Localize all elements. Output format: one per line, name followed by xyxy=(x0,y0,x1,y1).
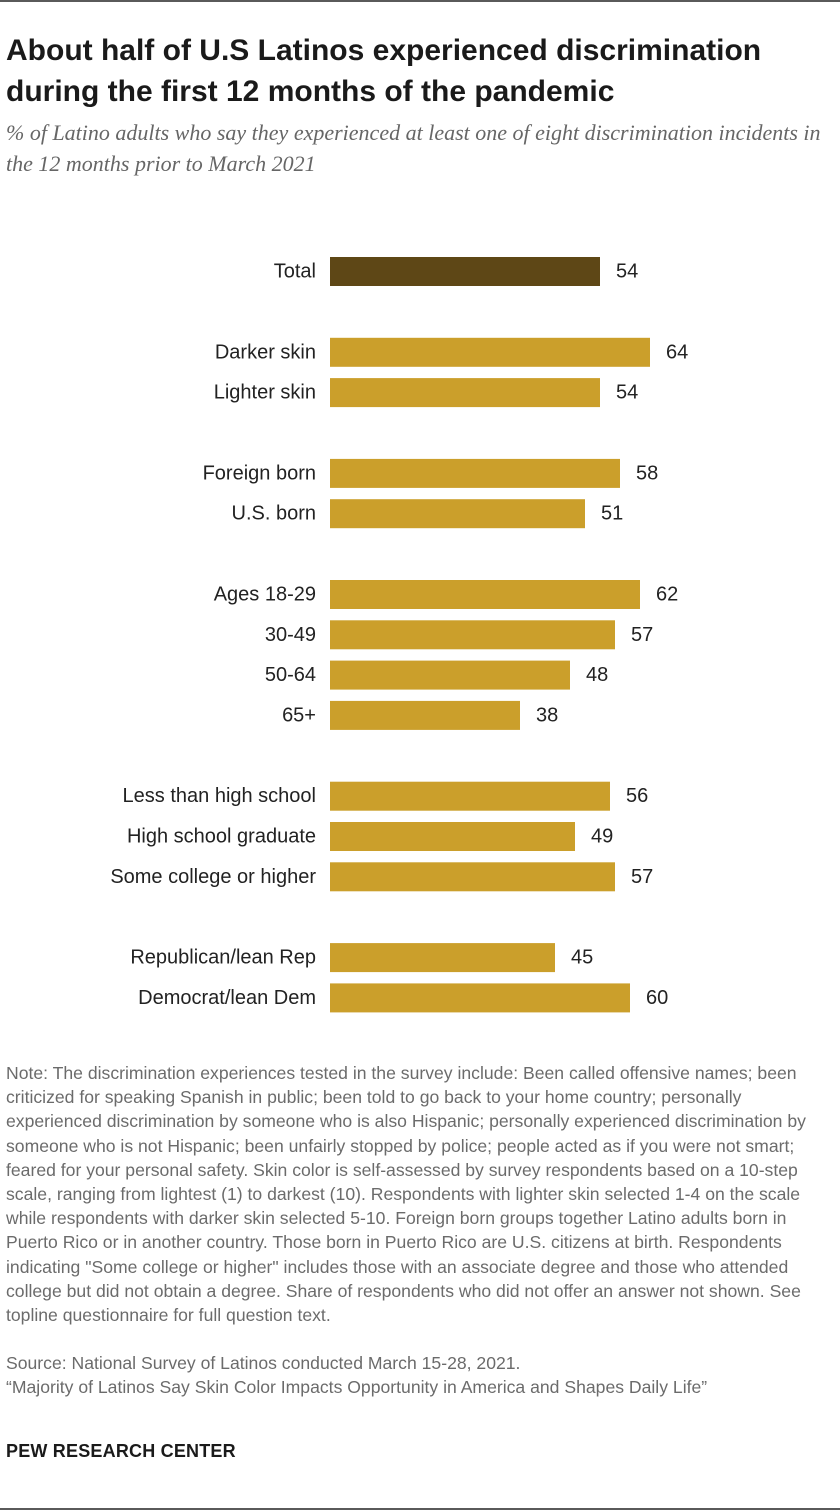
value-label-darker-skin: 64 xyxy=(666,341,688,363)
category-label-65: 65+ xyxy=(282,704,316,726)
category-label-some-college-or-higher: Some college or higher xyxy=(110,866,316,888)
value-label-lighter-skin: 54 xyxy=(616,382,638,404)
chart-title: About half of U.S Latinos experienced di… xyxy=(6,34,762,108)
bar-less-than-high-school xyxy=(330,781,610,811)
value-label-50-64: 48 xyxy=(586,664,608,686)
bottom-rule xyxy=(0,1508,840,1510)
report-title: “Majority of Latinos Say Skin Color Impa… xyxy=(6,1377,708,1397)
category-label-republican-lean-rep: Republican/lean Rep xyxy=(130,947,316,969)
category-label-total: Total xyxy=(274,261,316,283)
chart-note: Note: The discrimination experiences tes… xyxy=(6,1063,806,1326)
bar-lighter-skin xyxy=(330,378,600,408)
bar-total xyxy=(330,257,600,286)
value-label-some-college-or-higher: 57 xyxy=(631,866,653,888)
value-label-republican-lean-rep: 45 xyxy=(571,947,593,969)
category-label-darker-skin: Darker skin xyxy=(215,341,316,363)
value-label-foreign-born: 58 xyxy=(636,462,658,484)
bar-high-school-graduate xyxy=(330,822,575,851)
bar-u-s-born xyxy=(330,499,585,529)
chart-subtitle: % of Latino adults who say they experien… xyxy=(6,120,821,176)
category-label-30-49: 30-49 xyxy=(265,624,316,646)
bar-republican-lean-rep xyxy=(330,943,555,973)
chart-source: Source: National Survey of Latinos condu… xyxy=(6,1353,521,1373)
value-label-u-s-born: 51 xyxy=(601,503,623,525)
bar-ages-18-29 xyxy=(330,580,640,609)
bar-chart: Total 54 Darker skin 64 Lighter skin 54 Foreig… xyxy=(110,257,688,1013)
value-label-democrat-lean-dem: 60 xyxy=(646,987,668,1009)
brand-logo-text: PEW RESEARCH CENTER xyxy=(6,1441,236,1461)
value-label-less-than-high-school: 56 xyxy=(626,785,648,807)
bar-darker-skin xyxy=(330,337,650,367)
bar-some-college-or-higher xyxy=(330,862,615,892)
value-label-total: 54 xyxy=(616,261,638,283)
bar-30-49 xyxy=(330,620,615,650)
bar-democrat-lean-dem xyxy=(330,983,630,1013)
bar-65 xyxy=(330,700,520,730)
value-label-65: 38 xyxy=(536,704,558,726)
category-label-lighter-skin: Lighter skin xyxy=(214,382,316,404)
value-label-30-49: 57 xyxy=(631,624,653,646)
category-label-democrat-lean-dem: Democrat/lean Dem xyxy=(138,987,316,1009)
category-label-foreign-born: Foreign born xyxy=(203,462,316,484)
category-label-u-s-born: U.S. born xyxy=(232,503,316,525)
category-label-50-64: 50-64 xyxy=(265,664,316,686)
category-label-less-than-high-school: Less than high school xyxy=(123,785,316,807)
bar-foreign-born xyxy=(330,458,620,488)
top-rule xyxy=(0,0,840,2)
category-label-ages-18-29: Ages 18-29 xyxy=(214,584,316,606)
value-label-ages-18-29: 62 xyxy=(656,584,678,606)
category-label-high-school-graduate: High school graduate xyxy=(127,826,316,848)
bar-50-64 xyxy=(330,660,570,690)
value-label-high-school-graduate: 49 xyxy=(591,826,613,848)
